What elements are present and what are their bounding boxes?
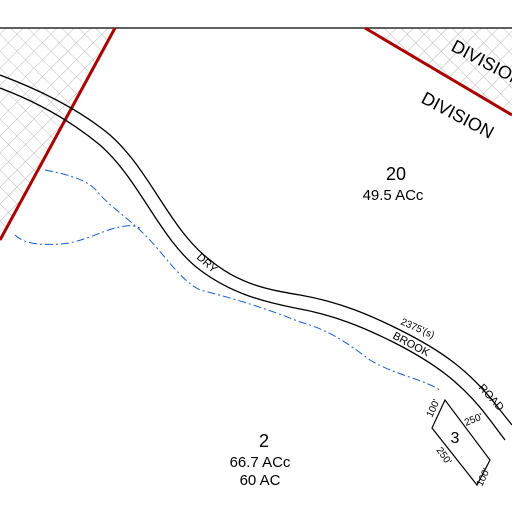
parcel-number: 2 xyxy=(259,431,269,451)
parcel-number: 20 xyxy=(386,164,406,184)
stream xyxy=(14,225,141,245)
stream xyxy=(44,169,441,391)
parcel-area: 66.7 ACc xyxy=(230,454,291,471)
road-edge xyxy=(0,74,512,426)
parcel-number: 3 xyxy=(451,430,460,447)
division-line xyxy=(0,27,117,241)
road-edge xyxy=(0,87,506,441)
division-line xyxy=(364,26,512,117)
parcel-boundary xyxy=(431,398,491,487)
parcel-area: 49.5 ACc xyxy=(363,187,424,204)
parcel-area: 60 AC xyxy=(240,472,281,489)
